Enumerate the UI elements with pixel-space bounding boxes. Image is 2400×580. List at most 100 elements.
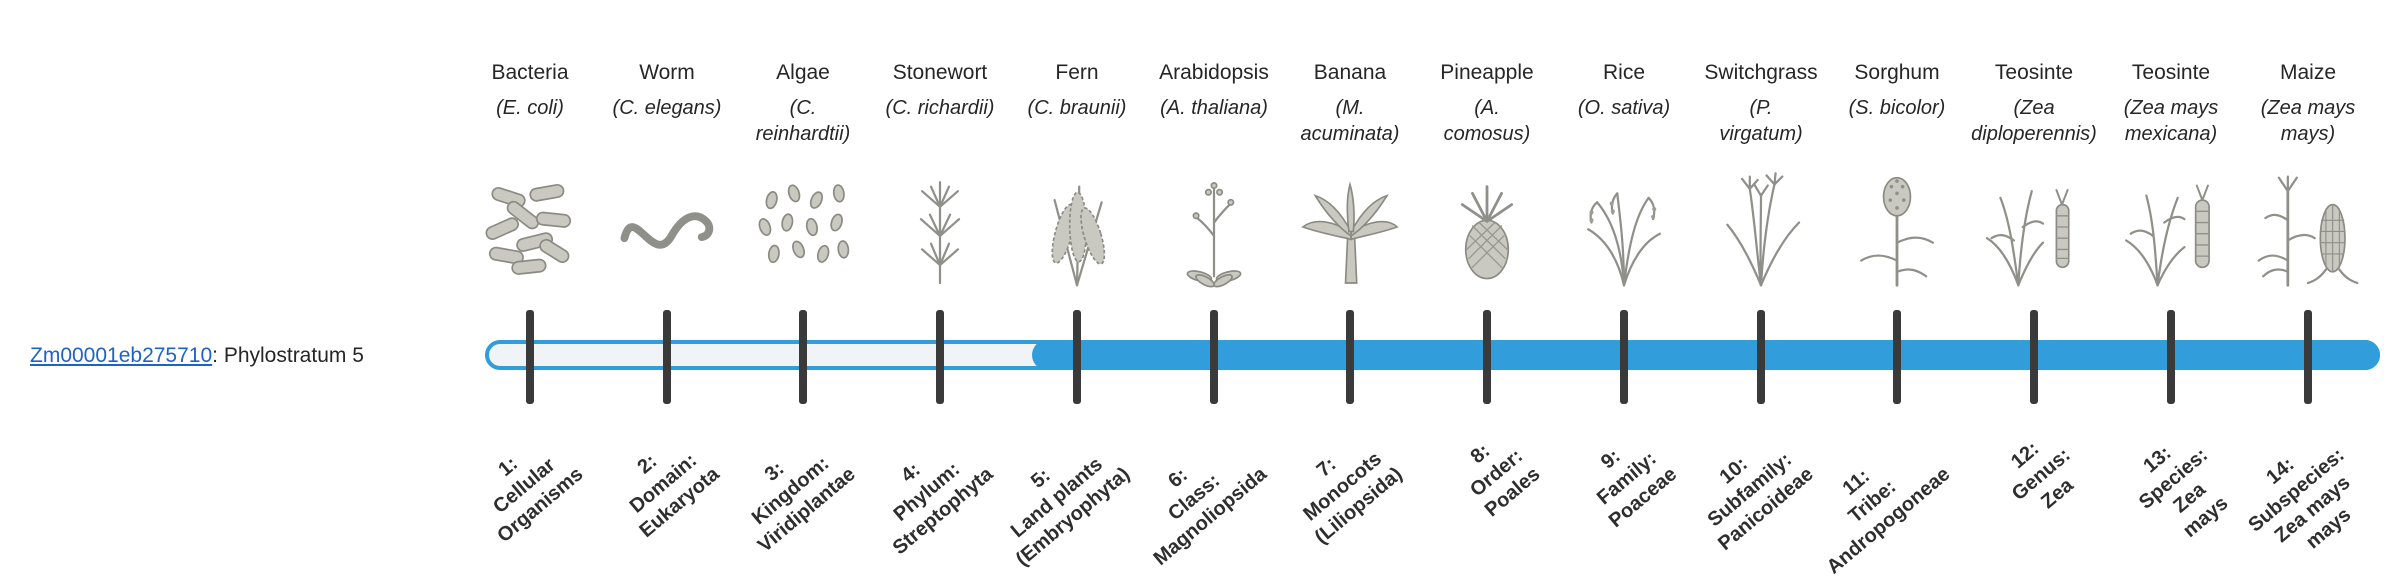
gene-label: Zm00001eb275710: Phylostratum 5	[30, 344, 364, 368]
stratum-column-rice: Rice (O. sativa)	[1554, 0, 1694, 580]
gene-link[interactable]: Zm00001eb275710	[30, 344, 213, 367]
stratum-column-worm: Worm (C. elegans) 2: Domain: Eukaryota	[597, 0, 737, 580]
phylostratum-rank-label: 8: Order: Poales	[1465, 439, 1544, 522]
organism-illustration	[1691, 170, 1831, 287]
gene-label-suffix: : Phylostratum 5	[212, 344, 364, 367]
teosinte-mexicana-icon	[2125, 184, 2210, 287]
organism-common-name: Stonewort	[892, 61, 988, 84]
phylostratum-rank-label: 7: Monocots (Liliopsida)	[1299, 447, 1407, 549]
organism-illustration	[1554, 170, 1694, 287]
organism-scientific-name: (C. braunii)	[1027, 97, 1127, 119]
phylostratum-tick	[1893, 310, 1901, 404]
organism-illustration	[733, 170, 873, 284]
organism-common-name: Fern	[1055, 61, 1099, 84]
rice-icon	[1587, 192, 1661, 287]
phylostratum-rank-label: 12: Genus: Zea	[2007, 437, 2078, 514]
organism-scientific-name: (M. acuminata)	[1300, 97, 1400, 145]
organism-scientific-name: (C. elegans)	[612, 97, 722, 119]
organism-scientific-name: (Zea diploperennis)	[1971, 97, 2097, 145]
organism-illustration	[1144, 170, 1284, 288]
organism-scientific-name: (Zea mays mays)	[2260, 97, 2356, 145]
organism-illustration	[1827, 170, 1967, 287]
organism-illustration	[1417, 170, 1557, 284]
organism-common-name: Pineapple	[1440, 61, 1534, 84]
fern-icon	[1051, 185, 1106, 287]
phylostratum-tick	[2304, 310, 2312, 404]
organism-common-name: Banana	[1313, 61, 1387, 84]
organism-scientific-name: (O. sativa)	[1577, 97, 1671, 119]
stratum-column-teosinte-diploperennis: Teosinte (Zea diploperennis) 12: Genus: …	[1964, 0, 2104, 580]
phylostratum-rank-label: 9: Family: Poaceae	[1592, 445, 1681, 533]
organism-common-name: Arabidopsis	[1159, 61, 1269, 84]
organism-illustration	[2238, 170, 2378, 287]
organism-common-name: Bacteria	[491, 61, 569, 84]
maize-icon	[2257, 175, 2359, 287]
phylostratum-rank-label: 13: Species: Zea mays	[2134, 441, 2233, 542]
organism-illustration	[460, 170, 600, 284]
phylostratum-tick	[1346, 310, 1354, 404]
phylostratum-tick	[799, 310, 807, 404]
stratum-column-stonewort: Stonewort (C. richardii) 4: Phylum: Stre…	[870, 0, 1010, 580]
organism-common-name: Worm	[639, 61, 695, 84]
arabidopsis-icon	[1186, 182, 1242, 288]
sorghum-icon	[1860, 176, 1934, 287]
phylostratum-tick	[1210, 310, 1218, 404]
phylostratum-tick	[526, 310, 534, 404]
phylostratum-rank-label: 2: Domain: Eukaryota	[626, 449, 724, 543]
organism-illustration	[870, 170, 1010, 285]
organism-illustration	[1964, 170, 2104, 287]
organism-common-name: Maize	[2279, 61, 2337, 84]
switchgrass-icon	[1726, 172, 1801, 287]
phylostratum-tick	[2167, 310, 2175, 404]
stratum-column-bacteria: Bacteria (E. coli) 1: Cellular Organisms	[460, 0, 600, 580]
stratum-column-teosinte-mexicana: Teosinte (Zea mays mexicana) 13: Species…	[2101, 0, 2241, 580]
phylostratum-tick	[1620, 310, 1628, 404]
organism-scientific-name: (C. richardii)	[885, 97, 995, 119]
organism-illustration	[597, 170, 737, 284]
teosinte-diploperennis-icon	[1985, 189, 2070, 287]
phylostratum-rank-label: 1: Cellular Organisms	[488, 452, 587, 548]
organism-scientific-name: (E. coli)	[496, 97, 564, 119]
worm-icon	[620, 212, 714, 249]
stratum-column-fern: Fern (C. braunii) 5: Land plants (Embryo…	[1007, 0, 1147, 580]
organism-common-name: Teosinte	[2131, 61, 2211, 84]
banana-icon	[1301, 181, 1399, 284]
bacteria-icon	[485, 183, 572, 275]
stratum-column-sorghum: Sorghum (S. bicolor) 11: Tribe: Andropog…	[1822, 0, 1967, 580]
organism-common-name: Sorghum	[1854, 61, 1940, 84]
phylostratum-tick	[663, 310, 671, 404]
phylostratum-tick	[1757, 310, 1765, 404]
organism-scientific-name: (S. bicolor)	[1848, 97, 1946, 119]
organism-common-name: Rice	[1602, 61, 1645, 84]
stonewort-icon	[919, 181, 961, 285]
phylostratum-rank-label: 14: Subspecies: Zea mays mays	[2244, 443, 2356, 554]
stratum-column-banana: Banana (M. acuminata) 7: Monocots (Lilio…	[1280, 0, 1420, 580]
organism-illustration	[1007, 170, 1147, 287]
organism-scientific-name: (A. comosus)	[1443, 97, 1531, 145]
pineapple-icon	[1460, 185, 1514, 280]
organism-common-name: Switchgrass	[1704, 61, 1818, 84]
phylostratum-rank-label: 4: Phylum: Streptophyta	[888, 458, 997, 560]
phylostratum-tick	[1073, 310, 1081, 404]
stratum-column-arabidopsis: Arabidopsis (A. thaliana) 6:	[1144, 0, 1284, 580]
organism-illustration	[2101, 170, 2241, 287]
organism-illustration	[1280, 170, 1420, 284]
organism-scientific-name: (C. reinhardtii)	[755, 97, 851, 145]
timeline-fill	[1032, 340, 2380, 370]
algae-icon	[758, 184, 850, 264]
organism-scientific-name: (Zea mays mexicana)	[2123, 97, 2219, 145]
organism-scientific-name: (P. virgatum)	[1719, 97, 1803, 145]
organism-common-name: Algae	[776, 61, 830, 84]
organism-scientific-name: (A. thaliana)	[1160, 97, 1268, 119]
phylostratum-tick	[936, 310, 944, 404]
stratum-column-maize: Maize (Zea mays mays) 14: Subspeci	[2238, 0, 2378, 580]
stratum-column-pineapple: Pineapple (A. comosus) 8: Order: Poales	[1417, 0, 1557, 580]
phylostratum-rank-label: 3: Kingdom: Viridiplantae	[748, 452, 860, 557]
stratum-column-switchgrass: Switchgrass (P. virgatum) 10: Subfamily:…	[1691, 0, 1831, 580]
stratum-column-algae: Algae (C. reinhardtii)	[733, 0, 873, 580]
phylostratum-tick	[2030, 310, 2038, 404]
phylostratum-tick	[1483, 310, 1491, 404]
phylostratum-rank-label: 10: Subfamily: Panicoideae	[1703, 448, 1818, 555]
organism-common-name: Teosinte	[1994, 61, 2074, 84]
